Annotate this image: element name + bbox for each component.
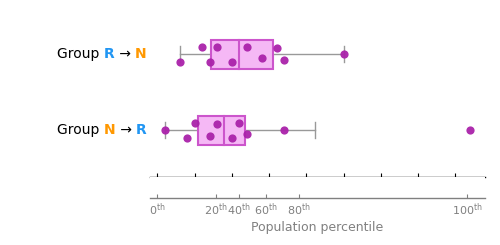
Text: R: R [136,123,146,137]
Text: →: → [116,123,136,137]
Point [243,45,251,49]
Point [198,45,206,49]
Text: Group: Group [57,47,104,61]
Point [213,45,221,49]
Point [236,121,244,124]
Point [280,59,288,62]
Point [228,60,236,64]
Point [272,46,280,50]
Text: R: R [104,47,115,61]
Point [183,136,191,140]
Text: N: N [135,47,146,61]
Bar [212,40,273,69]
Text: N: N [104,123,116,137]
X-axis label: Population percentile: Population percentile [252,220,384,233]
Point [213,122,221,126]
Bar [198,116,245,145]
Point [340,52,347,56]
Point [228,136,236,140]
Point [243,132,251,136]
Point [466,128,474,132]
Point [206,60,214,64]
Text: Group: Group [57,123,104,137]
Point [206,134,214,138]
Point [190,121,198,124]
Point [176,60,184,64]
X-axis label: MSSQ-short score: MSSQ-short score [262,196,373,209]
Point [161,128,169,132]
Point [258,56,266,60]
Point [280,128,288,132]
Text: →: → [114,47,135,61]
